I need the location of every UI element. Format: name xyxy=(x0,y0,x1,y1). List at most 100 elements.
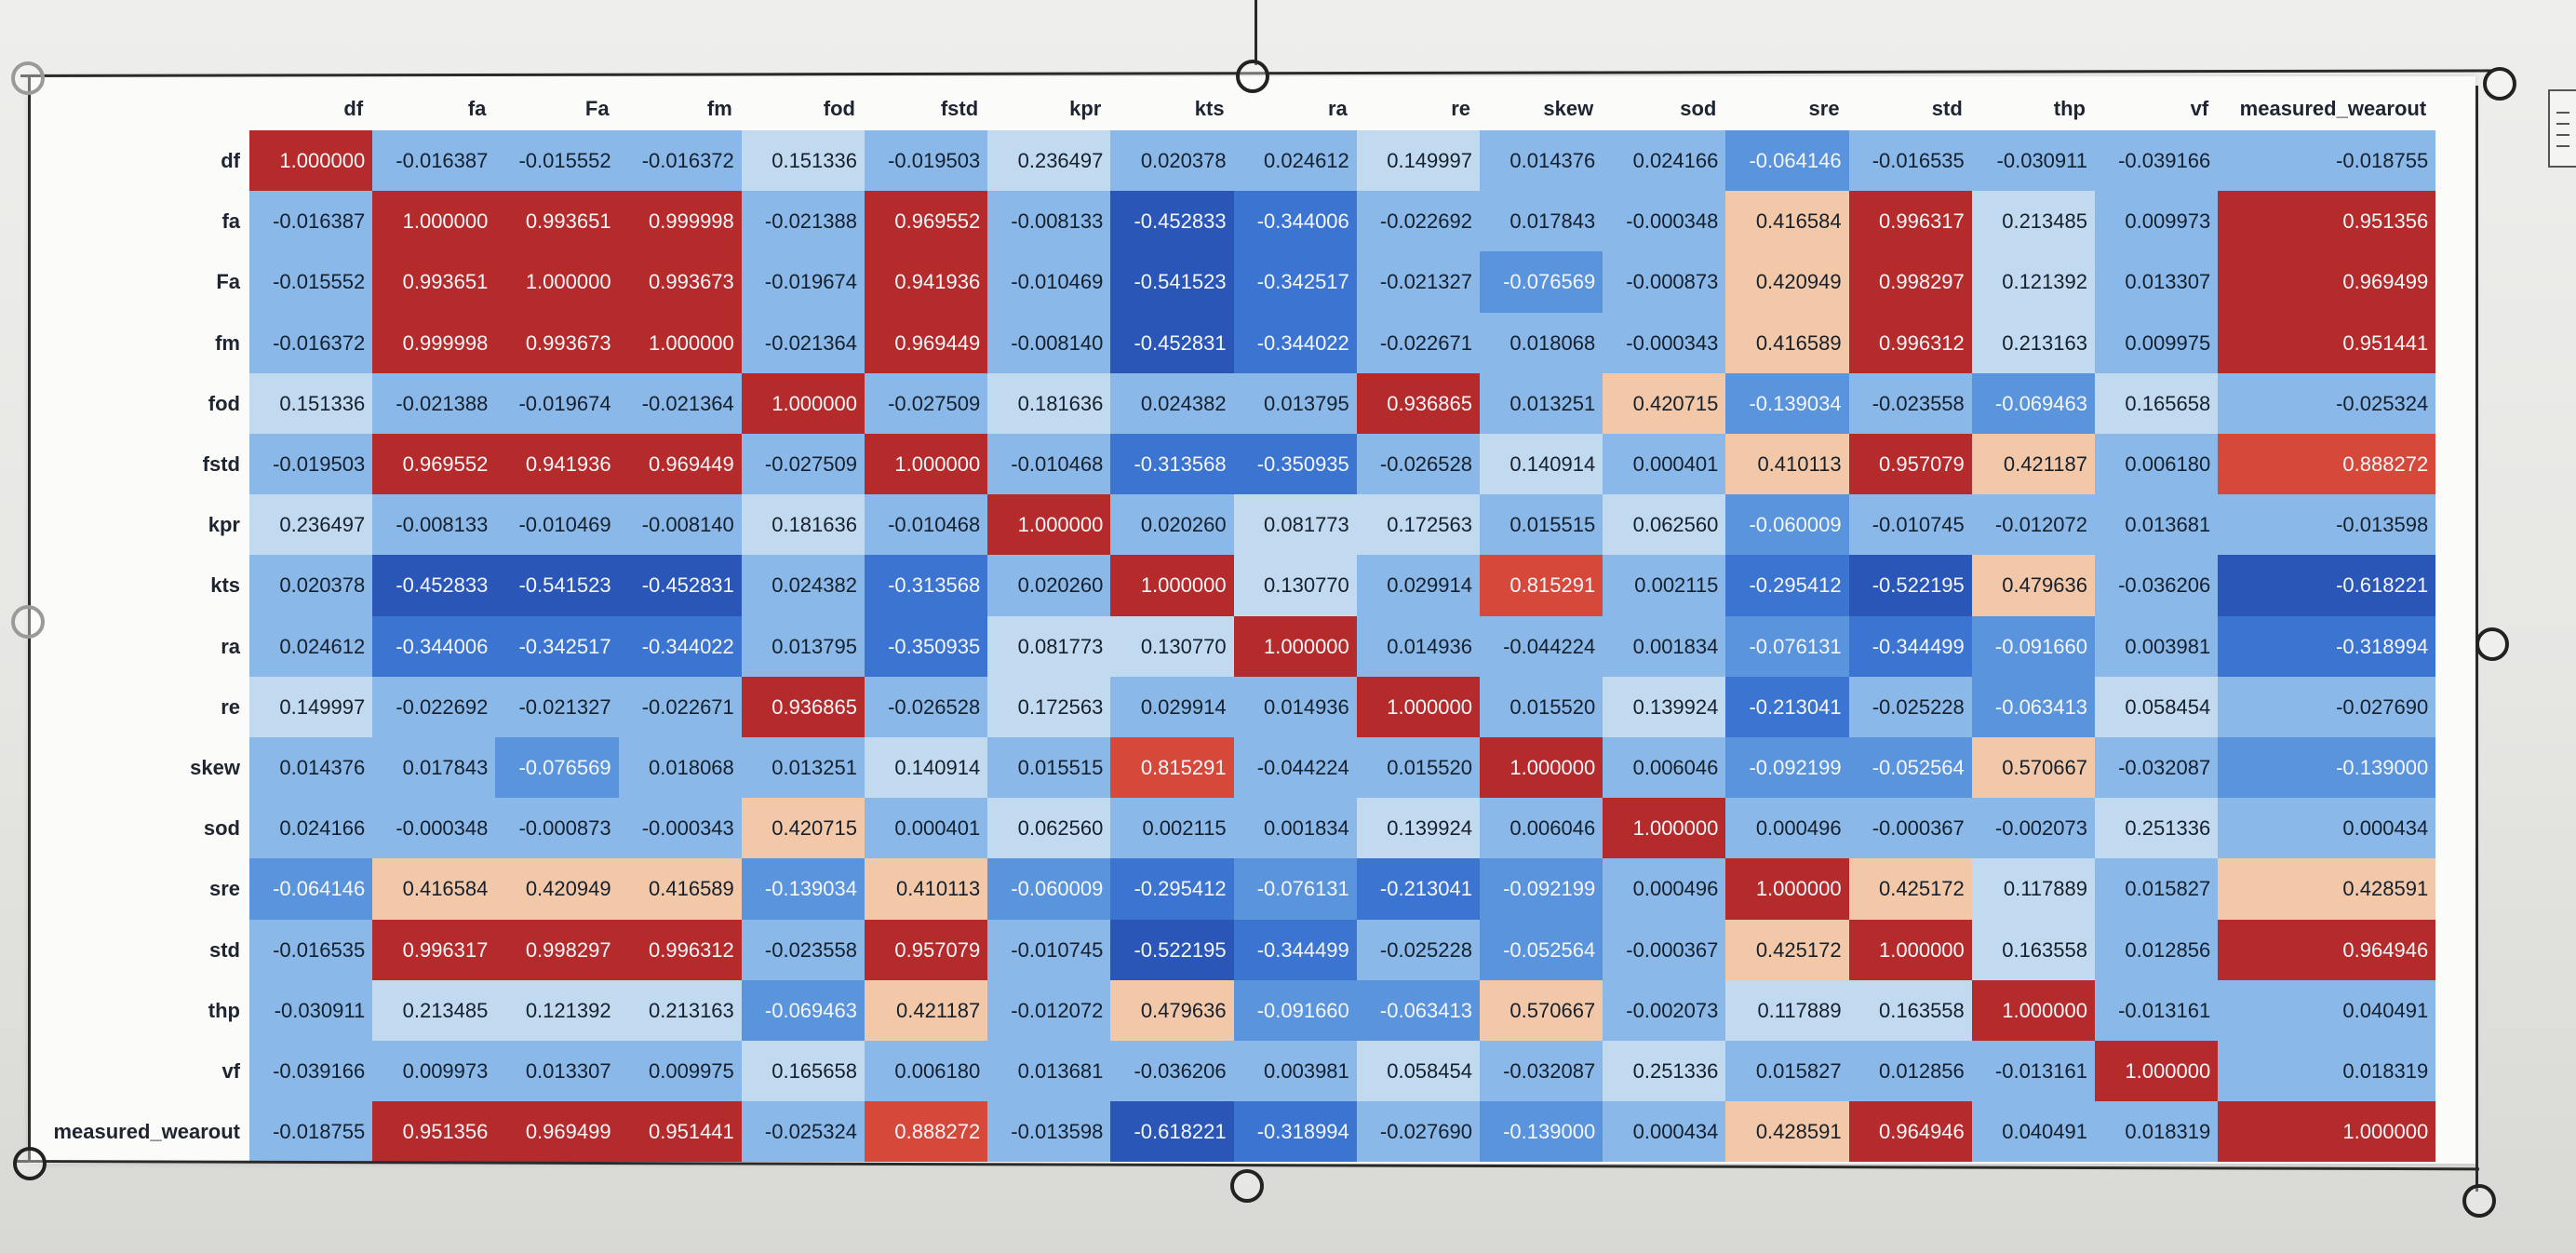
table-cell: 1.000000 xyxy=(1356,676,1480,737)
resize-handle-top-left[interactable] xyxy=(11,61,45,95)
table-cell: 0.964946 xyxy=(1848,1101,1972,1163)
table-cell: -0.060009 xyxy=(987,858,1111,920)
table-cell: 1.000000 xyxy=(1603,798,1726,859)
table-cell: -0.069463 xyxy=(741,979,865,1041)
table-cell: -0.076569 xyxy=(495,737,619,799)
table-cell: 0.149997 xyxy=(1356,130,1480,192)
table-cell: -0.064146 xyxy=(249,858,373,920)
table-cell: 0.006180 xyxy=(2095,434,2219,495)
table-cell: 0.020260 xyxy=(1110,494,1234,556)
table-cell: -0.027690 xyxy=(2218,676,2436,737)
table-cell: -0.213041 xyxy=(1725,676,1849,737)
table-cell: 1.000000 xyxy=(987,494,1111,556)
table-cell: -0.295412 xyxy=(1110,858,1234,920)
table-cell: 0.018068 xyxy=(618,737,742,799)
table-cell: -0.000367 xyxy=(1603,919,1726,980)
rotation-stem xyxy=(1254,0,1257,65)
table-cell: 0.130770 xyxy=(1110,615,1234,677)
table-cell: -0.016535 xyxy=(249,919,373,980)
table-cell: -0.000367 xyxy=(1848,798,1972,859)
column-header: df xyxy=(343,97,364,120)
table-cell: -0.052564 xyxy=(1480,919,1603,980)
table-cell: -0.002073 xyxy=(1603,979,1726,1041)
table-cell: 0.936865 xyxy=(1356,372,1480,434)
table-cell: -0.025228 xyxy=(1356,919,1480,980)
table-cell: 0.024166 xyxy=(249,798,373,859)
table-cell: -0.015552 xyxy=(249,251,373,313)
table-cell: -0.076569 xyxy=(1480,251,1603,313)
resize-handle-middle-right[interactable] xyxy=(2475,627,2509,661)
table-cell: -0.010469 xyxy=(495,494,619,556)
table-cell: 0.015520 xyxy=(1480,676,1603,737)
table-cell: -0.052564 xyxy=(1848,737,1972,799)
table-cell: 0.213485 xyxy=(1971,191,2095,252)
table-cell: -0.318994 xyxy=(2218,615,2436,677)
resize-handle-bottom-right[interactable] xyxy=(2462,1184,2496,1218)
table-cell: -0.344022 xyxy=(618,615,742,677)
table-cell: 0.151336 xyxy=(741,130,865,192)
table-cell: 0.015520 xyxy=(1356,737,1480,799)
row-header: measured_wearout xyxy=(53,1120,240,1144)
column-header: Fa xyxy=(584,97,610,120)
row-header: fod xyxy=(208,391,240,415)
table-cell: 0.993673 xyxy=(618,251,742,313)
table-cell: 0.181636 xyxy=(741,494,865,556)
table-cell: -0.016387 xyxy=(249,191,373,252)
table-cell: -0.060009 xyxy=(1725,494,1849,556)
resize-handle-middle-left[interactable] xyxy=(11,605,45,639)
table-cell: 0.009975 xyxy=(2095,312,2219,373)
table-cell: 0.479636 xyxy=(1971,555,2095,616)
table-cell: 0.236497 xyxy=(249,494,373,556)
table-cell: -0.013598 xyxy=(2218,494,2436,556)
table-cell: 0.015827 xyxy=(1725,1041,1849,1102)
table-cell: 0.013681 xyxy=(987,1041,1111,1102)
table-cell: 0.416584 xyxy=(1725,191,1849,252)
table-cell: -0.541523 xyxy=(495,555,619,616)
table-cell: -0.044224 xyxy=(1480,615,1603,677)
resize-handle-top-center[interactable] xyxy=(1236,60,1269,93)
table-cell: 0.957079 xyxy=(1848,434,1972,495)
table-cell: -0.021327 xyxy=(1356,251,1480,313)
table-cell: 0.139924 xyxy=(1356,798,1480,859)
table-cell: -0.022692 xyxy=(372,676,496,737)
table-cell: 0.014936 xyxy=(1356,615,1480,677)
table-cell: -0.000348 xyxy=(1603,191,1726,252)
table-cell: -0.344499 xyxy=(1848,615,1972,677)
row-header: skew xyxy=(190,756,240,779)
table-cell: -0.018755 xyxy=(249,1101,373,1163)
table-cell: 0.017843 xyxy=(1480,191,1603,252)
table-cell: 0.251336 xyxy=(2095,798,2219,859)
layout-options-icon[interactable] xyxy=(2548,89,2576,168)
table-cell: -0.344022 xyxy=(1233,312,1357,373)
table-cell: 0.130770 xyxy=(1233,555,1357,616)
table-cell: -0.092199 xyxy=(1725,737,1849,799)
table-cell: -0.021388 xyxy=(741,191,865,252)
table-cell: 0.013307 xyxy=(2095,251,2219,313)
table-cell: 0.014376 xyxy=(249,737,373,799)
resize-handle-top-right[interactable] xyxy=(2483,67,2516,101)
table-cell: 0.018068 xyxy=(1480,312,1603,373)
table-cell: 0.999998 xyxy=(372,312,496,373)
table-cell: 0.000401 xyxy=(1603,434,1726,495)
table-cell: -0.342517 xyxy=(1233,251,1357,313)
table-cell: -0.013161 xyxy=(1971,1041,2095,1102)
table-cell: 0.993651 xyxy=(495,191,619,252)
table-cell: 0.951441 xyxy=(2218,312,2436,373)
column-header: kpr xyxy=(1069,97,1102,120)
resize-handle-bottom-left[interactable] xyxy=(13,1147,47,1180)
table-cell: -0.023558 xyxy=(741,919,865,980)
resize-handle-bottom-center[interactable] xyxy=(1230,1169,1264,1203)
table-cell: -0.013161 xyxy=(2095,979,2219,1041)
table-cell: 0.117889 xyxy=(1971,858,2095,920)
table-cell: -0.541523 xyxy=(1110,251,1234,313)
table-cell: 0.020260 xyxy=(987,555,1111,616)
table-cell: 0.969449 xyxy=(865,312,988,373)
table-cell: 0.969449 xyxy=(618,434,742,495)
column-header: kts xyxy=(1194,97,1225,120)
table-cell: 0.941936 xyxy=(865,251,988,313)
table-cell: 1.000000 xyxy=(618,312,742,373)
table-cell: -0.063413 xyxy=(1356,979,1480,1041)
table-cell: 0.018319 xyxy=(2218,1041,2436,1102)
table-cell: 0.479636 xyxy=(1110,979,1234,1041)
table-cell: 0.251336 xyxy=(1603,1041,1726,1102)
